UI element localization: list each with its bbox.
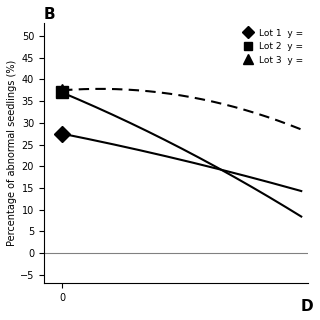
Y-axis label: Percentage of abnormal seedlings (%): Percentage of abnormal seedlings (%) (7, 60, 17, 246)
Legend: Lot 1  y =, Lot 2  y =, Lot 3  y =: Lot 1 y =, Lot 2 y =, Lot 3 y = (238, 28, 304, 66)
Text: D: D (301, 299, 313, 314)
Text: B: B (44, 7, 55, 22)
